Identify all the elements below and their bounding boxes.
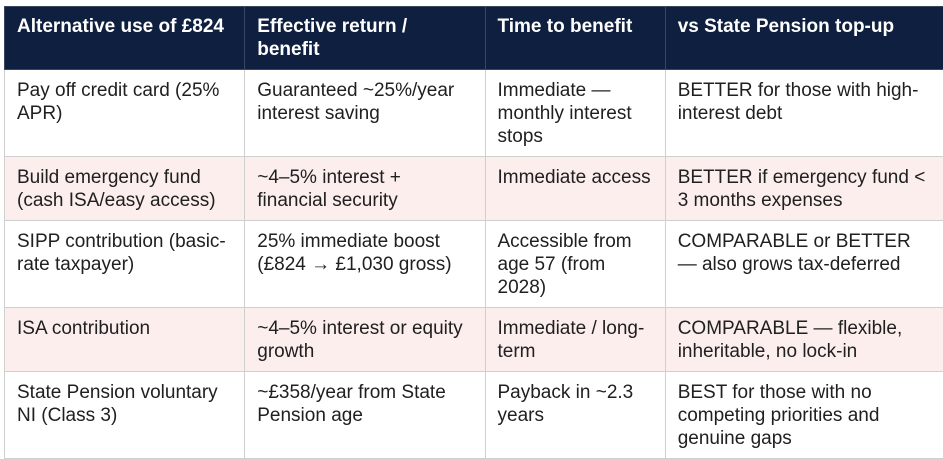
cell-time-to-benefit: Payback in ~2.3 years: [485, 372, 665, 459]
cell-alternative-use: Pay off credit card (25% APR): [5, 70, 245, 157]
header-row: Alternative use of £824 Effective return…: [5, 7, 943, 70]
cell-alternative-use: ISA contribution: [5, 308, 245, 372]
cell-alternative-use: State Pension voluntary NI (Class 3): [5, 372, 245, 459]
table-row: Pay off credit card (25% APR) Guaranteed…: [5, 70, 943, 157]
header-time-to-benefit: Time to benefit: [485, 7, 665, 70]
table-row: SIPP contribution (basic-rate taxpayer) …: [5, 221, 943, 308]
table-row: ISA contribution ~4–5% interest or equit…: [5, 308, 943, 372]
header-alternative-use: Alternative use of £824: [5, 7, 245, 70]
cell-effective-return: 25% immediate boost (£824 → £1,030 gross…: [245, 221, 485, 308]
cell-effective-return: ~4–5% interest + financial security: [245, 157, 485, 221]
cell-effective-return: ~£358/year from State Pension age: [245, 372, 485, 459]
cell-time-to-benefit: Immediate access: [485, 157, 665, 221]
header-effective-return: Effective return / benefit: [245, 7, 485, 70]
cell-alternative-use: SIPP contribution (basic-rate taxpayer): [5, 221, 245, 308]
cell-time-to-benefit: Immediate / long-term: [485, 308, 665, 372]
cell-effective-return: Guaranteed ~25%/year interest saving: [245, 70, 485, 157]
cell-effective-return: ~4–5% interest or equity growth: [245, 308, 485, 372]
cell-alternative-use: Build emergency fund (cash ISA/easy acce…: [5, 157, 245, 221]
cell-vs-state-pension: COMPARABLE or BETTER — also grows tax-de…: [665, 221, 943, 308]
cell-vs-state-pension: COMPARABLE — flexible, inheritable, no l…: [665, 308, 943, 372]
cell-vs-state-pension: BETTER if emergency fund < 3 months expe…: [665, 157, 943, 221]
cell-vs-state-pension: BEST for those with no competing priorit…: [665, 372, 943, 459]
comparison-table: Alternative use of £824 Effective return…: [4, 6, 943, 459]
table-row: State Pension voluntary NI (Class 3) ~£3…: [5, 372, 943, 459]
cell-vs-state-pension: BETTER for those with high-interest debt: [665, 70, 943, 157]
cell-time-to-benefit: Immediate — monthly interest stops: [485, 70, 665, 157]
table-row: Build emergency fund (cash ISA/easy acce…: [5, 157, 943, 221]
cell-time-to-benefit: Accessible from age 57 (from 2028): [485, 221, 665, 308]
header-vs-state-pension: vs State Pension top-up: [665, 7, 943, 70]
